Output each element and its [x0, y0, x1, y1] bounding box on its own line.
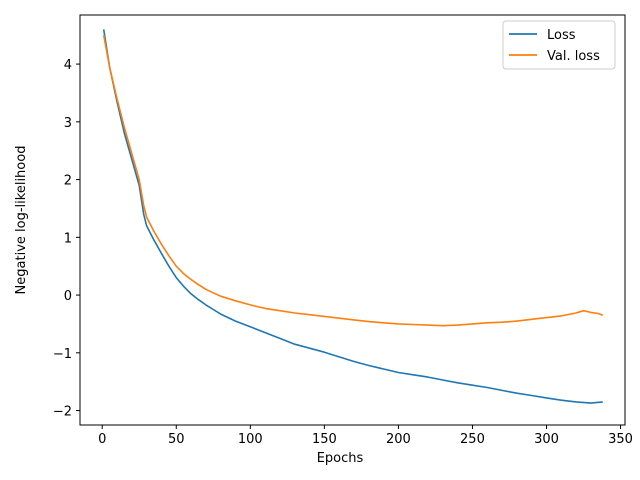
x-tick-label: 50: [168, 432, 185, 447]
series-line-val-loss: [102, 35, 604, 327]
series-layer: [102, 29, 604, 404]
plot-area: [80, 15, 625, 425]
x-tick-label: 250: [460, 432, 485, 447]
x-tick-label: 100: [238, 432, 263, 447]
y-tick-label: 4: [64, 58, 72, 73]
y-tick-label: 2: [64, 174, 72, 189]
y-axis-label: Negative log-likelihood: [14, 146, 29, 295]
legend-box: [502, 20, 616, 70]
legend-label-val-loss: Val. loss: [547, 49, 600, 64]
x-axis-label: Epochs: [317, 451, 364, 466]
y-tick-label: 1: [64, 231, 72, 246]
x-tick-label: 300: [534, 432, 559, 447]
axes-frame: [79, 14, 626, 426]
x-ticks: 0 50 100 150 200 250 300 350: [98, 425, 633, 447]
x-tick-label: 0: [98, 432, 106, 447]
x-tick-label: 150: [312, 432, 337, 447]
y-tick-label: 3: [64, 116, 72, 131]
x-tick-label: 350: [608, 432, 633, 447]
y-tick-label: −2: [53, 405, 72, 420]
series-line-loss: [102, 29, 603, 404]
y-tick-label: 0: [64, 289, 72, 304]
legend: Loss Val. loss: [502, 20, 616, 70]
y-tick-label: −1: [53, 347, 72, 362]
legend-label-loss: Loss: [547, 28, 576, 43]
y-ticks: −2 −1 0 1 2 3 4: [53, 58, 80, 420]
x-tick-label: 200: [386, 432, 411, 447]
